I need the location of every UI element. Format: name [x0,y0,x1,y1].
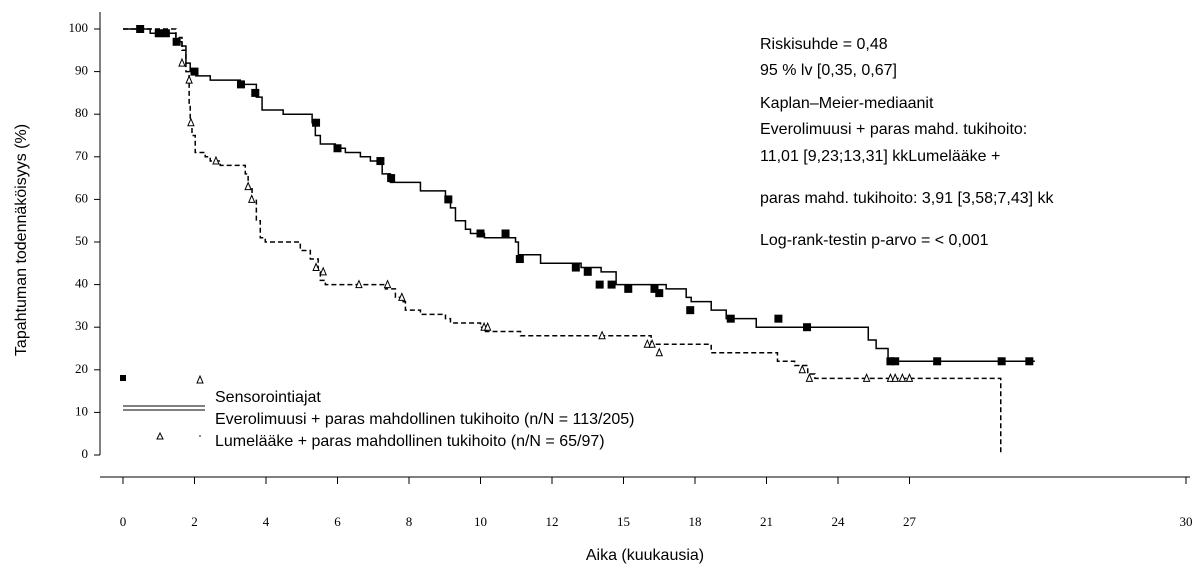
censor-mark [251,88,260,97]
y-tick-label: 90 [75,63,88,78]
x-tick-label: 12 [546,514,559,529]
x-tick-label: 10 [474,514,487,529]
censor-mark [686,306,695,315]
censor-mark [319,266,327,276]
annotation: paras mahd. tukihoito: 3,91 [3,58;7,43] … [760,190,1055,207]
censor-mark [655,289,664,298]
censor-mark [1025,357,1034,366]
km-curve [123,28,1002,455]
legend-triangle [196,374,204,384]
censor-mark [376,157,385,166]
censor-mark [997,357,1006,366]
y-tick-label: 20 [75,361,88,376]
censor-mark [444,195,453,204]
km-curve [123,28,1035,363]
x-tick-label: 2 [191,514,198,529]
censor-mark [398,292,406,301]
censor-mark [905,373,914,382]
censor-mark [355,279,363,289]
y-tick-label: 30 [75,318,88,333]
censor-mark [154,29,163,38]
censor-mark [515,255,524,264]
censor-mark [886,357,895,366]
annotation: Riskisuhde = 0,48 [760,36,888,53]
legend-marker [199,435,201,437]
censor-mark [178,57,186,67]
y-tick-label: 70 [75,148,88,163]
annotation: Kaplan–Meier-mediaanit [760,95,934,112]
y-tick-label: 10 [75,403,88,418]
annotation: 11,01 [9,23;13,31] kkLumelääke + [760,148,1000,165]
censor-mark [244,181,252,191]
censor-mark [598,330,606,340]
censor-mark [891,357,900,366]
y-tick-label: 60 [75,190,88,205]
censor-mark [212,155,220,165]
censor-mark [891,373,899,382]
censor-mark [187,117,195,127]
y-tick-label: 40 [75,276,88,291]
x-tick-label: 0 [120,514,127,529]
censor-mark [476,229,485,238]
y-tick-label: 0 [82,446,89,461]
censor-mark [595,280,604,289]
censor-mark [387,174,396,183]
legend-label: Everolimuusi + paras mahdollinen tukihoi… [215,411,635,428]
x-tick-label: 27 [903,514,917,529]
legend-title: Sensorointiajat [215,389,321,406]
censor-mark [774,314,783,323]
censor-mark [190,67,199,76]
y-tick-label: 80 [75,105,88,120]
x-tick-label: 21 [760,514,773,529]
censor-mark [643,338,652,348]
censor-mark [805,373,814,382]
censor-mark [803,323,812,332]
legend-label: Lumelääke + paras mahdollinen tukihoito … [215,433,605,450]
censor-mark [161,29,170,38]
annotation: 95 % lv [0,35, 0,67] [760,62,897,79]
censor-mark [312,262,320,272]
annotation: Log-rank-testin p-arvo = < 0,001 [760,232,989,249]
censor-mark [655,347,664,357]
y-tick-label: 50 [75,233,88,248]
x-tick-label: 4 [263,514,270,529]
y-tick-label: 100 [69,20,89,35]
censor-mark [886,373,895,382]
censor-mark [933,357,942,366]
censor-mark [583,267,592,276]
x-tick-label: 8 [406,514,413,529]
censor-mark [172,37,181,46]
censor-mark [798,364,807,374]
censor-mark [648,338,656,348]
censor-mark [483,321,492,331]
censor-mark [624,284,633,293]
legend-square [120,375,126,381]
censor-mark [571,263,580,272]
censor-mark [185,74,193,84]
y-axis-title: Tapahtuman todennäköisyys (%) [13,124,30,356]
x-tick-label: 30 [1180,514,1193,529]
legend-marker [156,431,164,440]
censor-mark [898,373,907,382]
censor-mark [247,194,256,203]
censor-mark [607,280,616,289]
censor-mark [726,314,735,323]
x-tick-label: 15 [617,514,630,529]
censor-mark [236,80,245,89]
x-axis-title: Aika (kuukausia) [586,547,704,564]
censor-mark [383,279,392,289]
censor-mark [650,284,659,293]
x-tick-label: 24 [832,514,846,529]
censor-mark [862,373,871,382]
censor-mark [333,144,342,153]
censor-mark [312,118,321,127]
x-tick-label: 6 [334,514,341,529]
x-tick-label: 18 [689,514,702,529]
censor-mark [501,229,510,238]
annotation: Everolimuusi + paras mahd. tukihoito: [760,121,1027,138]
